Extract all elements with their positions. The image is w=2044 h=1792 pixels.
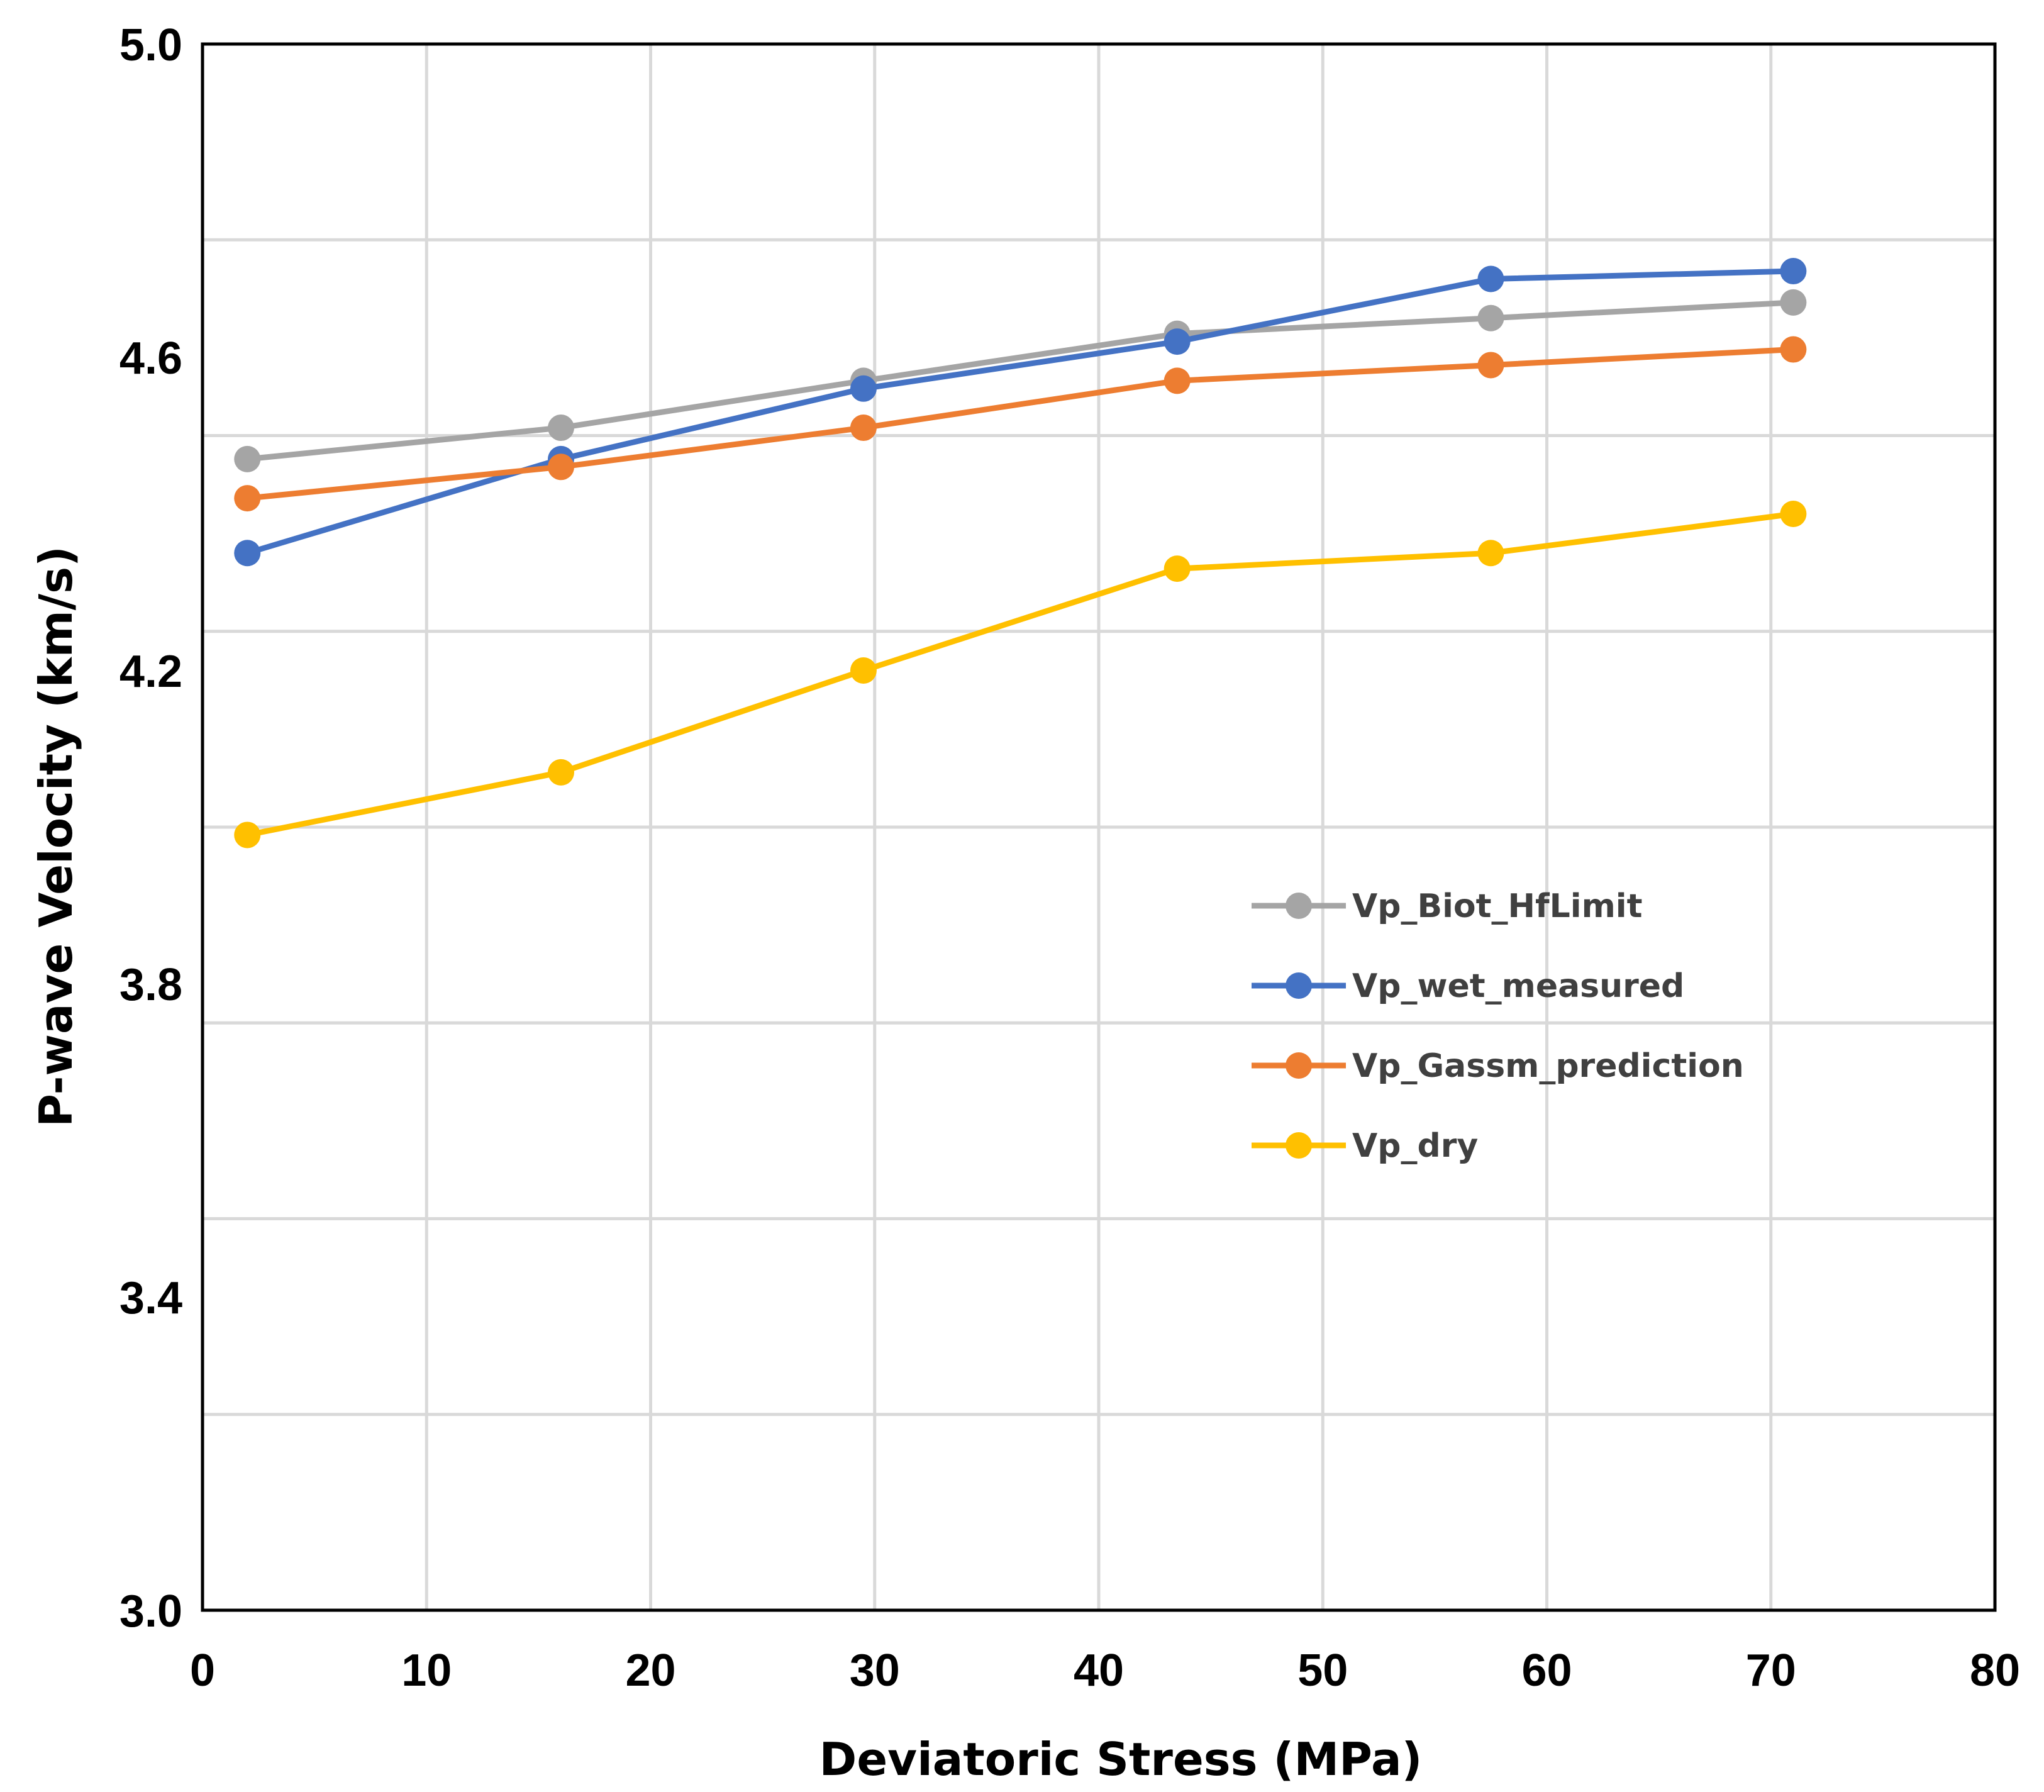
y-tick-label: 3.4 xyxy=(119,1273,182,1323)
data-point-vp-gassm-prediction xyxy=(1477,352,1504,379)
data-point-vp-gassm-prediction xyxy=(548,454,574,481)
legend-swatch-marker-vp-wet-measured xyxy=(1286,972,1312,999)
series-line-vp-dry xyxy=(247,511,1794,838)
data-point-vp-biot-hflimit xyxy=(234,445,261,472)
data-point-vp-dry xyxy=(850,657,877,684)
data-point-vp-dry xyxy=(234,821,261,849)
x-tick-label: 80 xyxy=(1970,1645,2020,1696)
legend-label-vp-wet-measured: Vp_wet_measured xyxy=(1352,967,1684,1005)
y-tick-label: 5.0 xyxy=(119,20,182,70)
x-tick-label: 60 xyxy=(1521,1645,1572,1696)
data-point-vp-biot-hflimit xyxy=(1477,304,1504,331)
y-tick-label: 4.2 xyxy=(119,647,182,697)
series-group xyxy=(234,258,1807,849)
legend-label-vp-gassm-prediction: Vp_Gassm_prediction xyxy=(1352,1047,1744,1085)
x-tick-label: 20 xyxy=(625,1645,675,1696)
y-tick-label: 3.0 xyxy=(119,1586,182,1637)
series-line-vp-gassm-prediction xyxy=(247,347,1794,501)
data-point-vp-gassm-prediction xyxy=(234,485,261,512)
x-tick-label: 0 xyxy=(190,1645,215,1696)
x-tick-label: 40 xyxy=(1074,1645,1124,1696)
x-tick-label: 50 xyxy=(1297,1645,1348,1696)
data-point-vp-dry xyxy=(1164,555,1191,582)
data-point-vp-dry xyxy=(1780,501,1807,527)
legend-swatch-marker-vp-gassm-prediction xyxy=(1286,1052,1312,1079)
series-line-vp-biot-hflimit xyxy=(247,299,1794,462)
data-point-vp-biot-hflimit xyxy=(1780,289,1807,316)
legend-label-vp-biot-hflimit: Vp_Biot_HfLimit xyxy=(1352,888,1642,925)
legend-label-vp-dry: Vp_dry xyxy=(1352,1127,1478,1165)
gridlines xyxy=(203,44,1995,1610)
data-point-vp-wet-measured xyxy=(1477,265,1504,292)
y-tick-label: 3.8 xyxy=(119,960,182,1010)
data-point-vp-biot-hflimit xyxy=(548,415,574,442)
data-point-vp-gassm-prediction xyxy=(1780,336,1807,363)
data-point-vp-gassm-prediction xyxy=(850,415,877,442)
y-tick-label: 4.6 xyxy=(119,333,182,384)
x-axis-ticks: 0 10 20 30 40 50 60 70 80 xyxy=(190,1645,2020,1696)
y-axis-ticks: 3.0 3.4 3.8 4.2 4.6 5.0 xyxy=(119,20,182,1637)
x-tick-label: 70 xyxy=(1746,1645,1796,1696)
data-point-vp-wet-measured xyxy=(1780,258,1807,285)
data-point-vp-wet-measured xyxy=(850,375,877,402)
legend: Vp_Biot_HfLimit Vp_wet_measured Vp_Gassm_p… xyxy=(1252,888,1744,1165)
data-point-vp-wet-measured xyxy=(234,540,261,567)
x-tick-label: 10 xyxy=(401,1645,452,1696)
x-tick-label: 30 xyxy=(850,1645,900,1696)
x-axis-title: Deviatoric Stress (MPa) xyxy=(819,1733,1423,1786)
plot-area-border xyxy=(201,42,1997,1612)
data-point-vp-dry xyxy=(548,759,574,786)
legend-swatch-marker-vp-dry xyxy=(1286,1132,1312,1159)
data-point-vp-wet-measured xyxy=(1164,328,1191,355)
y-axis-title: P-wave Velocity (km/s) xyxy=(30,546,82,1127)
data-point-vp-dry xyxy=(1477,540,1504,567)
data-point-vp-gassm-prediction xyxy=(1164,367,1191,394)
legend-swatch-marker-vp-biot-hflimit xyxy=(1286,893,1312,919)
